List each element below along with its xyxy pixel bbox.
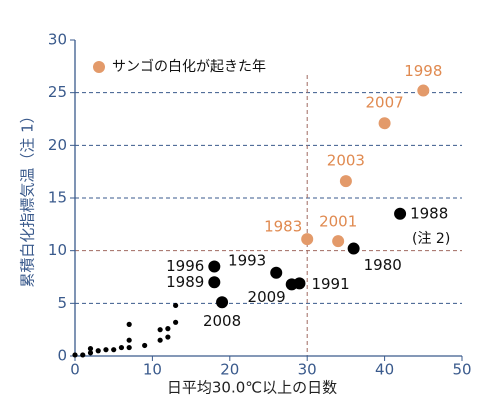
y-tick-label: 15 [48, 189, 67, 207]
point [126, 321, 132, 327]
point [378, 117, 391, 130]
y-tick-label: 25 [48, 83, 67, 101]
y-tick-label: 5 [57, 294, 67, 312]
x-tick-label: 20 [220, 361, 239, 379]
point [80, 352, 86, 358]
point [301, 233, 314, 246]
x-tick-label: 50 [452, 361, 471, 379]
point [126, 344, 132, 351]
x-tick-label: 40 [375, 361, 394, 379]
x-tick-label: 0 [70, 361, 80, 379]
point [165, 326, 171, 332]
point [165, 334, 171, 340]
point [118, 344, 125, 351]
y-tick-label: 10 [48, 241, 67, 259]
y-tick-label: 30 [48, 31, 67, 49]
point [157, 337, 163, 343]
legend-box [82, 50, 292, 84]
y-tick-label: 20 [48, 136, 67, 154]
point [111, 347, 117, 353]
point-label: 2003 [327, 152, 365, 170]
point [417, 84, 430, 97]
point-label: 2008 [203, 312, 241, 330]
point [142, 342, 148, 349]
point-label: 1991 [311, 275, 349, 293]
point-label: 2009 [248, 288, 286, 306]
point-label: 1983 [264, 218, 302, 236]
point [157, 327, 163, 333]
legend-label: サンゴの白化が起きた年 [112, 58, 266, 75]
point-label: 1980 [364, 256, 402, 274]
point-label: 2007 [366, 94, 404, 112]
point [95, 348, 101, 354]
y-axis-label: 累積白化指標気温（注 1） [19, 108, 37, 287]
annotation: (注 2) [412, 231, 450, 247]
point [339, 175, 352, 188]
point [173, 302, 179, 309]
point [332, 235, 345, 248]
point [208, 260, 221, 273]
x-tick-label: 30 [298, 361, 317, 379]
legend-marker [93, 61, 105, 73]
x-tick-label: 10 [143, 361, 162, 379]
point-label: 1996 [166, 257, 204, 275]
point [394, 207, 407, 220]
point [216, 296, 229, 309]
y-tick-label: 0 [57, 347, 67, 365]
point [208, 276, 221, 289]
point [103, 347, 109, 353]
point [72, 352, 78, 358]
point [87, 350, 94, 356]
point [270, 266, 283, 279]
point [126, 337, 132, 343]
x-axis-label: 日平均30.0℃以上の日数 [167, 379, 337, 397]
point-label: 1989 [166, 273, 204, 291]
point-label: 1998 [404, 62, 442, 80]
point-label: 2001 [319, 213, 357, 231]
point [173, 319, 179, 325]
point-label: 1993 [228, 251, 266, 269]
point [347, 242, 360, 255]
point [285, 278, 298, 291]
point-label: 1988 [410, 204, 448, 222]
point [87, 346, 94, 352]
